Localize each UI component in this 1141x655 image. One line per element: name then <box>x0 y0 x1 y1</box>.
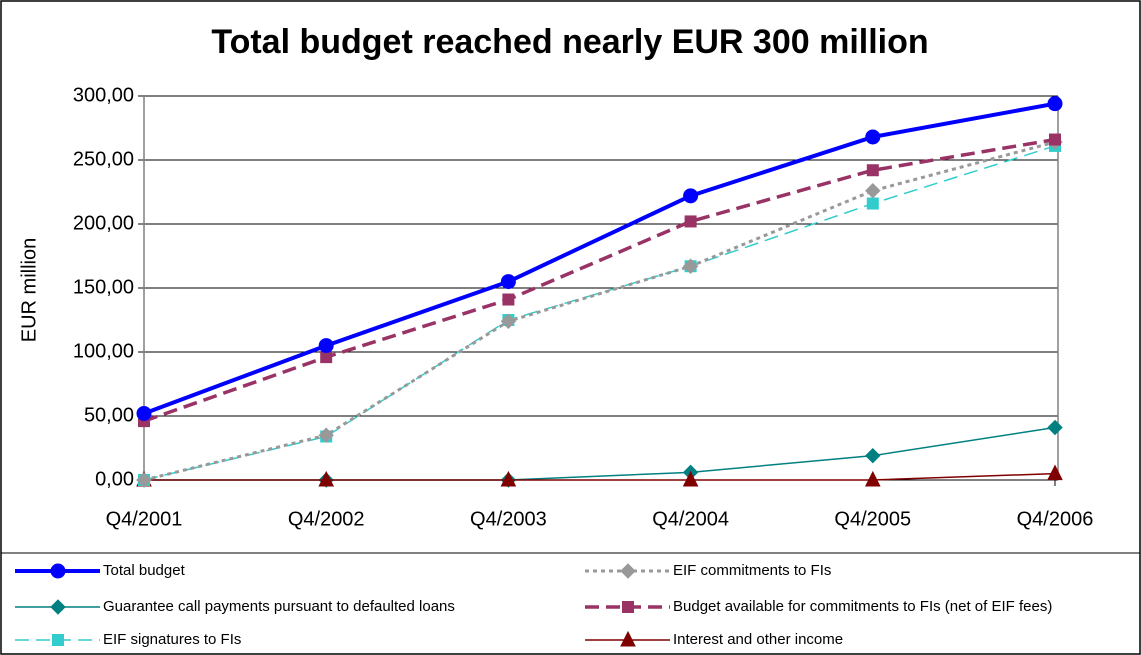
legend-label: EIF signatures to FIs <box>103 631 241 648</box>
data-point <box>318 338 334 354</box>
series-line <box>143 137 1056 423</box>
legend-marker <box>622 601 634 613</box>
data-point <box>1047 419 1063 436</box>
legend-label: Total budget <box>103 562 186 579</box>
data-point <box>136 405 152 421</box>
x-tick-label: Q4/2006 <box>1017 508 1094 530</box>
series-line <box>143 101 1056 416</box>
data-point <box>865 447 881 464</box>
data-point <box>500 313 517 329</box>
data-point <box>502 293 515 306</box>
data-point <box>1047 464 1063 481</box>
data-point <box>684 215 697 228</box>
y-tick-label: 50,00 <box>84 404 134 426</box>
y-tick-label: 0,00 <box>95 468 134 490</box>
legend-label: Guarantee call payments pursuant to defa… <box>103 598 455 615</box>
chart-title: Total budget reached nearly EUR 300 mill… <box>211 23 928 61</box>
data-point <box>864 470 881 487</box>
legend-marker <box>50 563 66 579</box>
x-tick-label: Q4/2004 <box>652 508 729 530</box>
legend-marker <box>620 563 636 579</box>
y-tick-label: 200,00 <box>73 212 134 234</box>
y-tick-label: 300,00 <box>73 84 134 106</box>
data-point <box>866 197 879 210</box>
data-point <box>318 470 335 487</box>
data-point <box>866 164 879 177</box>
data-point <box>1049 133 1061 146</box>
y-tick-label: 250,00 <box>73 148 134 170</box>
x-tick-label: Q4/2005 <box>834 508 911 530</box>
data-point <box>320 351 333 364</box>
legend-label: Budget available for commitments to FIs … <box>673 598 1052 615</box>
data-point <box>318 427 334 443</box>
series-line <box>143 145 1056 481</box>
data-point <box>683 188 699 204</box>
y-axis-label: EUR million <box>18 238 40 342</box>
data-point <box>682 470 699 487</box>
x-tick-label: Q4/2003 <box>470 508 547 530</box>
data-point <box>136 472 152 488</box>
data-point <box>500 470 517 487</box>
data-point <box>1047 96 1063 112</box>
series-line <box>144 472 1056 481</box>
y-tick-label: 150,00 <box>73 276 134 298</box>
data-point <box>682 258 699 274</box>
data-point <box>865 183 881 199</box>
legend-marker <box>52 634 64 646</box>
x-tick-label: Q4/2001 <box>106 508 183 530</box>
y-tick-label: 100,00 <box>73 340 134 362</box>
legend-label: EIF commitments to FIs <box>673 562 831 579</box>
x-tick-label: Q4/2002 <box>288 508 365 530</box>
legend-marker <box>620 630 636 647</box>
series-line <box>143 140 1056 482</box>
data-point <box>500 274 516 290</box>
legend-marker <box>50 599 66 615</box>
data-point <box>865 129 881 145</box>
legend-label: Interest and other income <box>673 631 843 648</box>
